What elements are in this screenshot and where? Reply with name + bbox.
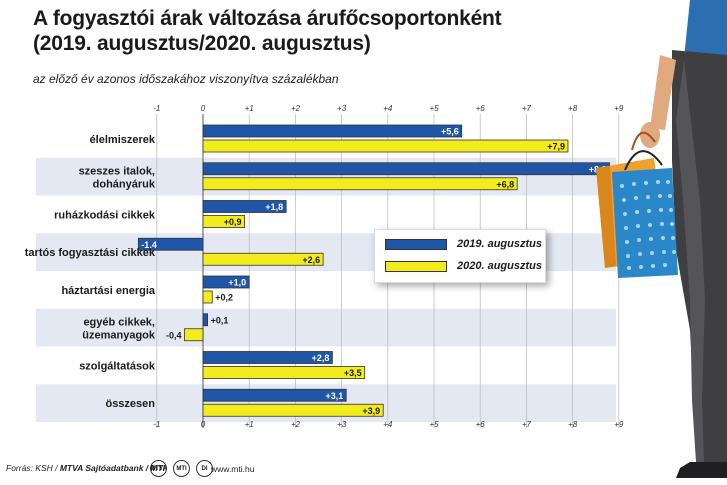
bar-2020 [202,290,213,304]
data-label: +3,1 [325,391,343,401]
di-logo: DI [196,460,213,477]
data-label: +7,9 [547,142,565,152]
tick-label: +6 [476,104,486,113]
category-label: szeszes italok, dohányáruk [79,166,156,191]
tick-label: +7 [522,420,532,429]
website-link[interactable]: www.mti.hu [211,464,255,474]
data-label: +2,8 [312,353,330,363]
category-label: szolgáltatások [79,360,156,372]
tick-label: +8 [568,104,578,113]
category-label: ruházkodási cikkek [54,209,156,221]
data-label: +6,8 [496,179,514,189]
data-label: -1,4 [141,240,157,250]
chart-legend: 2019. augusztus 2020. augusztus [374,229,546,283]
legend-swatch-2020 [385,260,447,272]
category-label: egyéb cikkek, üzemanyagok [82,317,156,342]
tick-label: +3 [337,104,347,113]
tick-labels: -1 -1 0 0 +1 +1 +2 +2 +3 +3 +4 +4 +5 +5 +6 +6 +7 +7 +8 +8 +9… [153,104,624,429]
bars: +5,6+8,8+1,8-1,4+1,0+0,1+2,8+3,1+7,9+6,8… [137,124,610,417]
category-label: tartós fogyasztási cikkek [25,247,156,259]
bar-2019 [137,237,204,251]
legend-swatch-2019 [385,238,447,250]
bar-2019 [202,275,250,289]
legend-label-2019: 2019. augusztus [457,238,542,250]
data-label: +0,9 [224,217,242,227]
bar-2020 [202,177,518,191]
bar-2019 [202,162,610,176]
data-label: +3,9 [362,406,380,416]
tick-label: +1 [245,104,254,113]
shopping-bags-illustration [596,131,678,278]
data-label: +2,6 [302,255,320,265]
title-line-1: A fogyasztói árak változása árufőcsoport… [33,7,502,30]
logo-row: MTVA MTI DI [150,460,213,477]
data-label: +1,0 [228,278,246,288]
chart-subtitle: az előző év azonos időszakához viszonyít… [33,72,339,86]
bar-2020 [202,215,245,228]
tick-label: +9 [614,420,624,429]
bar-2020 [202,139,569,153]
bar-2020 [184,328,204,342]
category-labels: élelmiszerek szeszes italok, dohányáruk ruh… [25,134,156,410]
tick-label: +1 [245,420,254,429]
tick-label: +4 [383,104,393,113]
source-agency: MTVA Sajtóadatbank / MTI [59,463,166,473]
tick-label: -1 [153,420,160,429]
data-label: +3,5 [344,368,362,378]
bar-2019 [202,388,347,402]
tick-label: +9 [614,104,624,113]
data-label: +0,2 [215,293,233,303]
legend-item-2020: 2020. augusztus [385,260,542,272]
tick-label: 0 [201,104,206,113]
category-label: háztartási energia [61,285,155,297]
tick-label: +2 [291,104,301,113]
tick-label: +5 [429,104,439,113]
tick-label: +3 [337,420,347,429]
tick-label: +5 [429,420,439,429]
legend-item-2019: 2019. augusztus [385,238,542,250]
tick-label: 0 [201,420,206,429]
data-label: +0,1 [211,315,229,325]
bar-2020 [202,366,366,379]
bar-2019 [202,351,333,364]
category-label: élelmiszerek [90,134,156,146]
bar-2019 [202,313,209,327]
row-band [36,308,616,347]
chart-title: A fogyasztói árak változása árufőcsoport… [33,6,502,56]
tick-label: +4 [383,420,393,429]
tick-label: -1 [153,104,160,113]
source-prefix: Forrás: KSH / [6,463,60,473]
legend-label-2020: 2020. augusztus [457,260,542,272]
category-label: összesen [105,398,155,410]
bar-2020 [202,252,324,266]
tick-label: +6 [476,420,486,429]
bar-2019 [202,124,463,138]
mtva-logo: MTVA [150,460,167,477]
mti-logo: MTI [173,460,190,477]
person-legs-illustration [640,0,727,478]
source-note: Forrás: KSH / MTVA Sajtóadatbank / MTI [6,463,165,473]
data-label: -0,4 [166,330,182,340]
tick-label: +7 [522,104,532,113]
title-line-2: (2019. augusztus/2020. augusztus) [33,32,371,55]
bar-2019 [202,200,287,213]
tick-label: +2 [291,420,301,429]
tick-label: +8 [568,420,578,429]
data-label: +5,6 [441,127,459,137]
data-label: +1,8 [265,202,283,212]
bar-2020 [202,403,384,417]
